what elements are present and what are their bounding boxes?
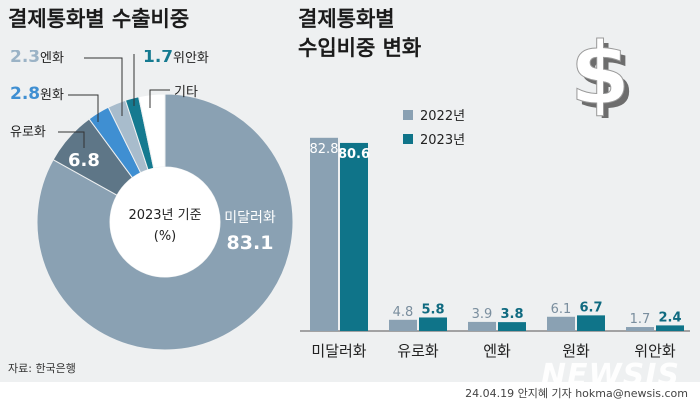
svg-text:$: $ (575, 29, 635, 118)
bar (310, 137, 338, 331)
data-label: 3.9 (472, 307, 493, 322)
slice-label: 엔화 (40, 51, 64, 66)
leader-line (84, 57, 123, 116)
center-label: 2023년 기준 (128, 208, 201, 223)
bar (498, 322, 526, 331)
footer-bar: 24.04.19 안지혜 기자 hokma@newsis.com (0, 382, 700, 402)
data-label: 4.8 (393, 305, 414, 320)
export-share-donut-chart: 2023년 기준 (%) 미달러화 83.1 유로화 6.8 2.8 원화 2.3 엔화 1.7 위안… (10, 50, 294, 350)
bar (389, 319, 417, 331)
bar (656, 325, 684, 331)
category-label: 미달러화 (311, 342, 366, 360)
slice-value: 6.8 (68, 150, 100, 171)
bar (340, 142, 368, 331)
slice-value: 83.1 (227, 232, 274, 254)
data-label: 3.8 (500, 307, 523, 322)
category-label: 엔화 (483, 342, 511, 360)
bar (577, 315, 605, 331)
leader-line (58, 131, 85, 148)
data-label: 80.6 (338, 147, 370, 162)
infographic-card: 결제통화별 수출비중 결제통화별 수입비중 변화 2023년 기준 (%) 미달러화… (8, 7, 690, 393)
leader-line (68, 94, 99, 122)
source-note: 자료: 한국은행 (8, 362, 76, 375)
center-unit: (%) (154, 229, 177, 244)
legend-label: 2023년 (420, 133, 465, 148)
right-chart-title-line2: 수입비중 변화 (298, 36, 422, 60)
bar (626, 327, 654, 331)
bar (419, 317, 447, 331)
legend-swatch (403, 134, 413, 144)
data-label: 2.4 (658, 310, 681, 325)
leader-line (149, 89, 170, 108)
dollar-sign-icon: $ $ (570, 28, 635, 118)
slice-value: 2.3 (10, 50, 40, 67)
slice-label: 기타 (174, 85, 198, 100)
left-chart-title: 결제통화별 수출비중 (8, 7, 190, 31)
data-label: 5.8 (421, 302, 444, 317)
category-label: 유로화 (397, 342, 439, 360)
import-share-bar-chart: 82.8 80.6 미달러화 4.8 5.8 유로화 3.9 3.8 엔화 6.1 6.7 원화 1.7… (300, 109, 690, 360)
data-label: 82.8 (310, 142, 339, 157)
legend-swatch (403, 110, 413, 120)
right-chart-title-line1: 결제통화별 (298, 7, 395, 31)
svg-text:$: $ (570, 28, 630, 118)
slice-label: 유로화 (10, 125, 46, 140)
bar (547, 316, 575, 331)
category-label: 위안화 (634, 342, 676, 360)
legend-label: 2022년 (420, 109, 465, 124)
slice-value: 2.8 (10, 84, 40, 104)
data-label: 6.7 (579, 300, 602, 315)
category-label: 원화 (562, 342, 590, 360)
slice-label: 원화 (40, 88, 64, 103)
bar (468, 321, 496, 331)
slice-value: 1.7 (143, 50, 173, 67)
data-label: 6.1 (551, 302, 572, 317)
slice-label: 미달러화 (224, 210, 276, 226)
slice-label: 위안화 (173, 51, 209, 66)
byline: 24.04.19 안지혜 기자 hokma@newsis.com (465, 387, 688, 400)
data-label: 1.7 (630, 312, 651, 327)
donut-hole (110, 167, 220, 277)
